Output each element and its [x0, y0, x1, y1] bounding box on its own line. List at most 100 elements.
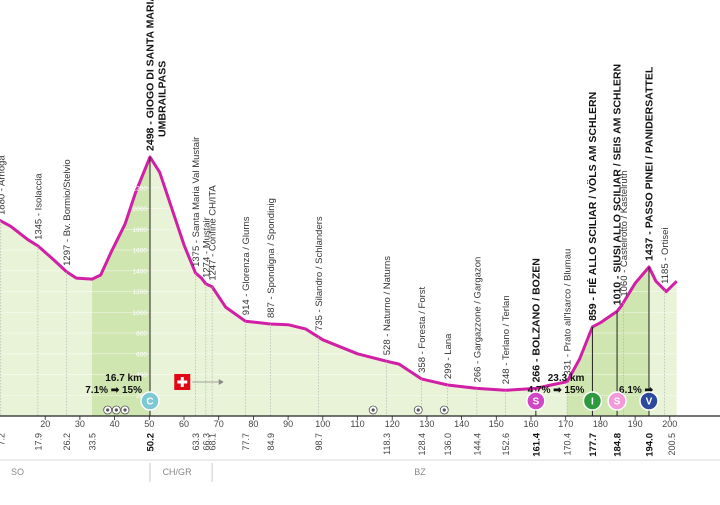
- sprint-icon-letter: S: [614, 397, 621, 408]
- x-tick-label: 50: [144, 419, 154, 429]
- y-tick-label: 1600: [133, 248, 148, 255]
- y-tick-label: 1000: [133, 310, 148, 317]
- climb-gradient: 4.7% ➡ 15%: [528, 385, 585, 396]
- climb-fill: [567, 267, 649, 416]
- gpm-icon: [639, 391, 659, 411]
- x-tick-label: 180: [593, 419, 608, 429]
- km-marker-label: 136.0: [443, 433, 453, 456]
- x-tick-label: 200: [662, 419, 677, 429]
- x-tick-label: 90: [283, 419, 293, 429]
- waypoint-label: 1345 - Isolaccia: [33, 173, 44, 240]
- climb-category-c-icon-letter: C: [146, 397, 153, 408]
- waypoint-label: 248 - Terlano / Terlan: [501, 295, 512, 384]
- gpm-icon-letter: V: [646, 397, 653, 408]
- profile-line: [0, 155, 678, 392]
- km-marker-label: 200.5: [667, 433, 677, 456]
- km-marker-label: 26.2: [62, 433, 72, 451]
- km-marker-label: 63.3: [191, 433, 201, 451]
- tunnel-icon-dot: [371, 408, 375, 412]
- climb-info: 6.1% ➡: [619, 385, 654, 396]
- km-marker-label: 118.3: [382, 433, 392, 455]
- km-marker-label: 152.6: [501, 433, 511, 456]
- y-tick-label: 400: [136, 372, 147, 379]
- km-marker-label: 17.9: [33, 433, 43, 451]
- km-marker-label: 7.2: [0, 433, 6, 446]
- waypoint-label: 2498 - GIOGO DI SANTA MARIA: [145, 0, 157, 151]
- waypoint-label: 358 - Foresta / Forst: [417, 286, 428, 372]
- waypoint-label: 1297 - Bv. Bormio/Stelvio: [62, 159, 73, 265]
- waypoint-label: 1010 - SIUSI ALLO SCILIAR / SEIS AM SCHL…: [612, 64, 624, 305]
- km-marker-label: 161.4: [531, 432, 542, 456]
- swiss-cross-h: [177, 380, 188, 384]
- climb-length: 16.7 km: [105, 373, 142, 384]
- y-tick-label: 1200: [133, 289, 148, 296]
- km-row: [0, 417, 720, 437]
- tunnel-icon-dot: [106, 408, 110, 412]
- km-marker-label: 177.7: [588, 433, 599, 457]
- waypoint-label: 1247 - Confine CH/ITA: [208, 185, 219, 281]
- waypoint-label: 1274 - Mustair: [201, 217, 212, 278]
- km-marker-label: 184.8: [613, 433, 624, 457]
- switchback-icon-dot: [442, 408, 446, 412]
- sprint-icon-letter: S: [533, 397, 540, 408]
- km-marker-label: 98.7: [314, 433, 324, 451]
- climb-fill: [92, 157, 150, 416]
- waypoint-label: 1060 - Castelrotto / Kastelruth: [619, 170, 630, 296]
- km-marker-label: 170.4: [563, 433, 573, 456]
- x-tick-label: 190: [628, 419, 643, 429]
- km-marker-label: 194.0: [644, 433, 655, 457]
- waypoint-label: 1375 - Santa Maria Val Mustair: [191, 137, 202, 267]
- km-marker-label: 77.7: [241, 433, 251, 451]
- sprint-icon: [526, 391, 546, 411]
- km-marker-label: 68.1: [208, 433, 218, 451]
- x-tick-label: 140: [454, 419, 469, 429]
- x-tick-label: 70: [214, 419, 224, 429]
- x-tick-label: 120: [385, 419, 400, 429]
- border-arrow-head: [218, 379, 224, 385]
- x-tick-label: 20: [40, 419, 50, 429]
- km-marker-label: 144.4: [472, 433, 482, 456]
- y-tick-label: 600: [136, 351, 147, 358]
- waypoint-label: 266 - BOLZANO / BOZEN: [530, 258, 542, 382]
- tunnel-icon-dot: [123, 408, 127, 412]
- sprint-icon: [607, 391, 627, 411]
- region-label: SO: [11, 467, 24, 477]
- region-label: BZ: [414, 467, 426, 477]
- waypoint-label: 299 - Lana: [443, 333, 454, 379]
- x-tick-label: 60: [179, 419, 189, 429]
- y-tick-label: 1800: [133, 227, 148, 234]
- y-tick-label: 2200: [133, 185, 148, 192]
- waypoint-label: 1437 - PASSO PINEI / PANIDERSATTEL: [643, 66, 655, 261]
- climb-gradient: 7.1% ➡ 15%: [85, 385, 142, 396]
- x-tick-label: 160: [523, 419, 538, 429]
- x-tick-label: 30: [75, 419, 85, 429]
- climb-info: 23.3 km4.7% ➡ 15%: [528, 373, 585, 396]
- tunnel-icon-dot: [416, 408, 420, 412]
- x-tick-label: 80: [248, 419, 258, 429]
- x-tick-label: 130: [419, 419, 434, 429]
- waypoint-label: 1880 - Arnoga: [0, 155, 7, 215]
- waypoint-label: 735 - Silandro / Schlanders: [314, 216, 325, 331]
- profile-fill: [0, 157, 677, 416]
- climb-category-c-icon: [140, 391, 160, 411]
- km-marker-label: 128.4: [417, 433, 427, 456]
- waypoint-label-secondary: UMBRAILPASS: [157, 61, 169, 137]
- y-tick-label: 2000: [133, 206, 148, 213]
- km-marker-label: 84.9: [266, 433, 276, 451]
- x-tick-label: 170: [558, 419, 573, 429]
- y-tick-label: 800: [136, 331, 147, 338]
- waypoint-label: 887 - Spondigna / Spondinig: [266, 198, 277, 318]
- intermediate-green-icon: [582, 391, 603, 411]
- waypoint-label: 266 - Gargazzone / Gargazon: [472, 257, 483, 383]
- climb-gradient: 6.1% ➡: [619, 385, 654, 396]
- waypoint-label: 528 - Naturno / Naturns: [382, 256, 393, 356]
- x-tick-label: 110: [350, 419, 364, 429]
- waypoint-label: 1185 - Ortisei: [660, 228, 671, 284]
- waypoint-label: 914 - Glorenza / Glurns: [241, 216, 252, 315]
- y-tick-label: 1400: [133, 268, 148, 275]
- km-marker-label: 66.3: [201, 433, 211, 451]
- waypoint-label: 331 - Prato all'Isarco / Blumau: [563, 249, 574, 376]
- climb-length: 23.3 km: [548, 373, 585, 384]
